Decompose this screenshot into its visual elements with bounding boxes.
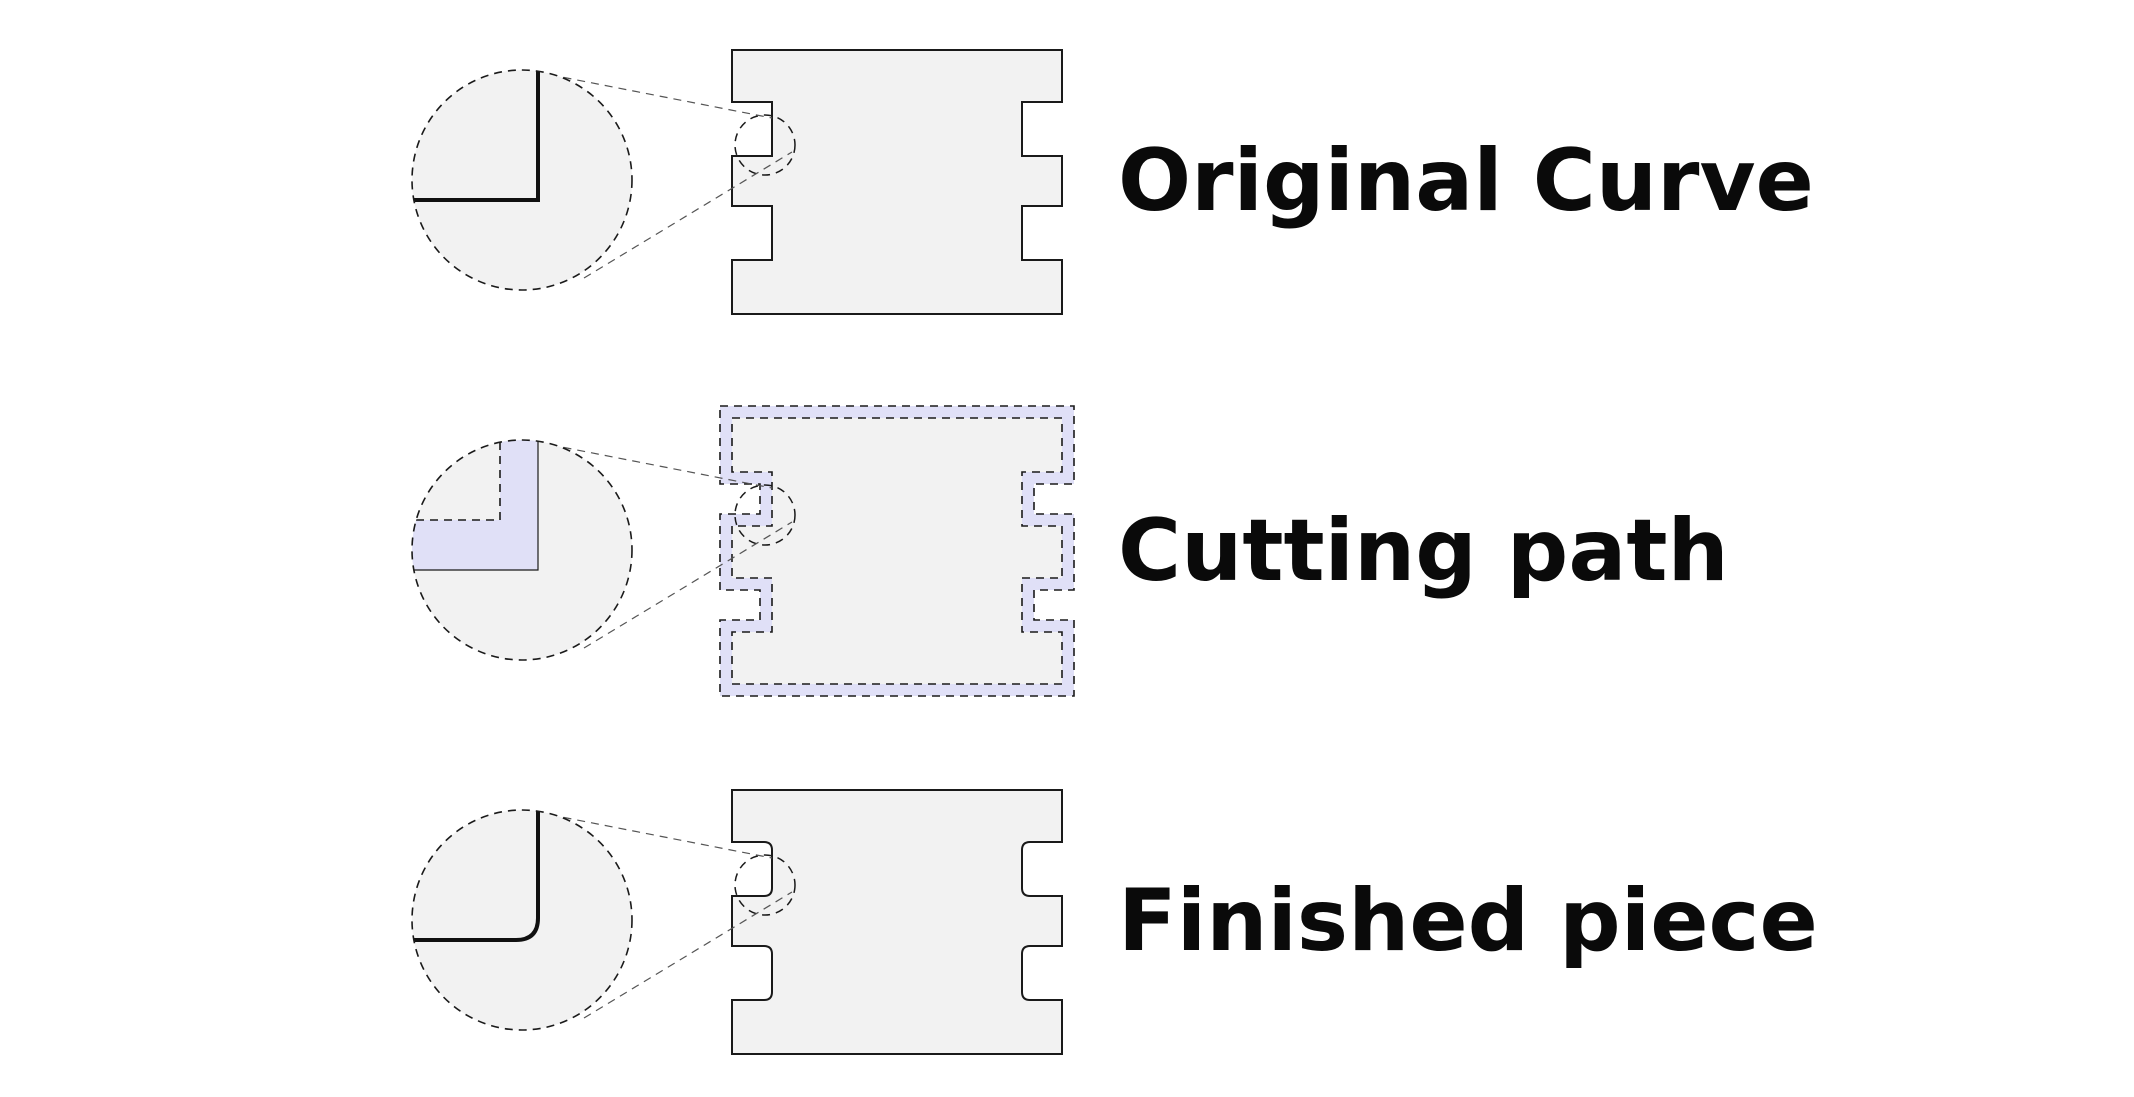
label-finished: Finished piece bbox=[1118, 871, 1818, 971]
zoom-circle bbox=[412, 70, 632, 290]
zoom-connector-top bbox=[535, 71, 773, 119]
zoom-connector-bottom bbox=[583, 521, 793, 649]
zoom-connector-top bbox=[535, 441, 773, 489]
zoom-marker bbox=[734, 114, 796, 176]
row-cutting: Cutting path bbox=[411, 405, 1729, 697]
zoom-connector-bottom bbox=[583, 151, 793, 279]
zoom-corner-rounded bbox=[412, 810, 540, 942]
zoom-circle-border bbox=[411, 69, 633, 291]
zoom-corner-thin bbox=[412, 440, 539, 571]
row-finished: Finished piece bbox=[411, 789, 1818, 1055]
zoom-marker bbox=[734, 484, 796, 546]
piece-outline bbox=[731, 789, 1063, 1055]
zoom-corner-sharp bbox=[412, 70, 540, 202]
cut-path-inner bbox=[731, 417, 1063, 685]
zoom-connector-bottom bbox=[583, 891, 793, 1019]
zoom-circle bbox=[412, 810, 632, 1030]
zoom-marker bbox=[734, 854, 796, 916]
piece-outline bbox=[731, 49, 1063, 315]
zoom-connector-top bbox=[535, 811, 773, 859]
row-original: Original Curve bbox=[411, 49, 1814, 315]
cut-path-outer bbox=[719, 405, 1075, 697]
zoom-circle-border bbox=[411, 809, 633, 1031]
label-original: Original Curve bbox=[1118, 131, 1814, 231]
piece-fill bbox=[732, 418, 1062, 684]
zoom-corner-dashed bbox=[412, 440, 501, 521]
label-cutting: Cutting path bbox=[1118, 501, 1729, 601]
zoom-cut-band bbox=[412, 440, 538, 570]
zoom-circle-border bbox=[411, 439, 633, 661]
